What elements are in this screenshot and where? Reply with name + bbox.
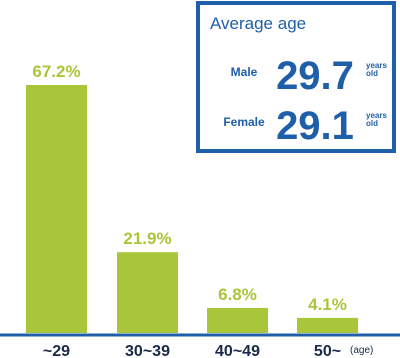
x-tick-label: 40~49 xyxy=(215,343,260,358)
bar xyxy=(297,317,358,333)
unit-label: years xyxy=(366,61,387,70)
unit-label: old xyxy=(366,119,378,128)
bar xyxy=(207,307,268,333)
row-label: Female xyxy=(223,115,265,129)
x-tick-label: ~29 xyxy=(43,343,70,358)
value-label: 67.2% xyxy=(32,62,80,81)
row-label: Male xyxy=(231,65,258,79)
x-tick-label: 30~39 xyxy=(125,343,170,358)
x-tick-label: 50~ xyxy=(314,343,341,358)
average-value: 29.1 xyxy=(276,104,354,148)
x-axis-label: (age) xyxy=(350,345,373,356)
bar xyxy=(26,85,87,333)
average-age-title: Average age xyxy=(210,14,306,33)
average-value: 29.7 xyxy=(276,54,354,98)
value-label: 21.9% xyxy=(123,229,171,248)
value-label: 4.1% xyxy=(308,295,347,314)
unit-label: old xyxy=(366,69,378,78)
unit-label: years xyxy=(366,111,387,120)
average-age-box xyxy=(196,1,396,153)
bar xyxy=(117,252,178,333)
value-label: 6.8% xyxy=(218,285,257,304)
